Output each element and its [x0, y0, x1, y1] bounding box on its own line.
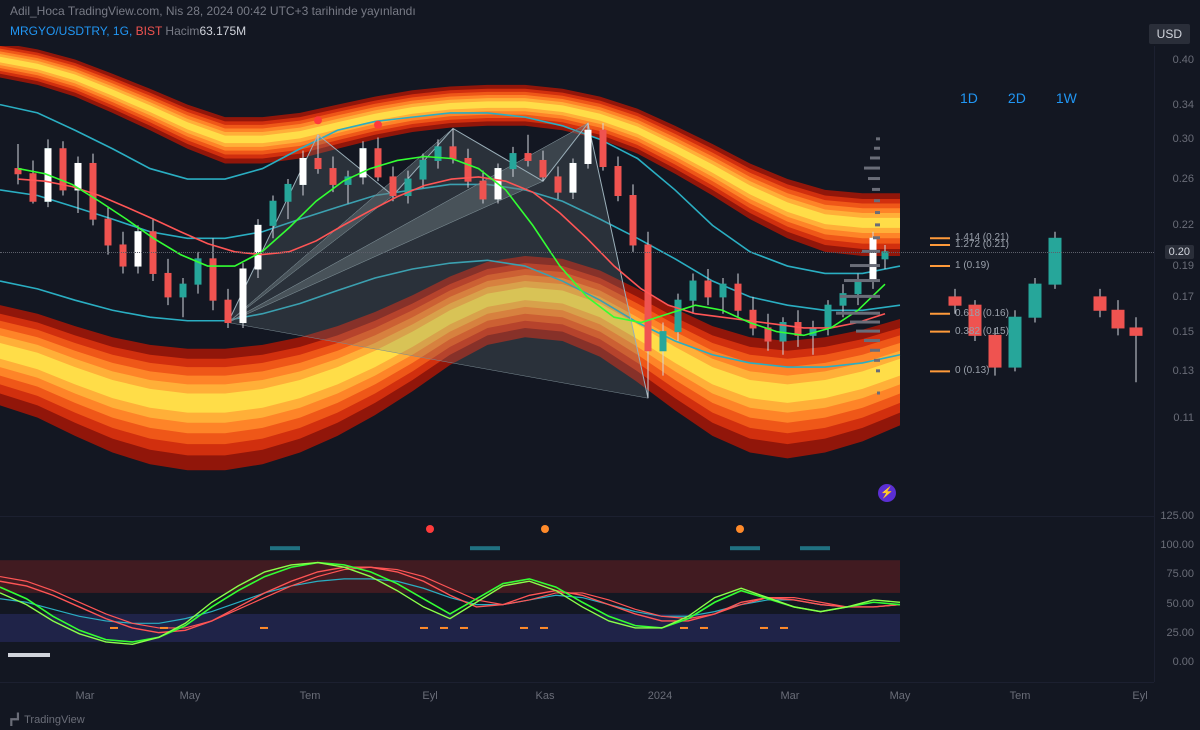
time-tick: Kas — [536, 690, 555, 702]
fib-label: 1.272 (0.21) — [955, 239, 1009, 250]
fib-label: 0.382 (0.15) — [955, 326, 1009, 337]
main-chart[interactable]: ⚡ — [0, 46, 1154, 506]
price-tick: 0.11 — [1173, 412, 1194, 424]
osc-tick: 25.00 — [1166, 627, 1194, 639]
osc-tick: 125.00 — [1160, 510, 1194, 522]
symbol-pair[interactable]: MRGYO/USDTRY — [10, 24, 106, 38]
main-chart-svg — [0, 46, 1154, 506]
volume-value: 63.175M — [199, 24, 246, 38]
chart-root: Adil_Hoca TradingView.com, Nis 28, 2024 … — [0, 0, 1200, 730]
fib-label: 0.618 (0.16) — [955, 308, 1009, 319]
volume-label: Hacim — [165, 24, 199, 38]
time-tick: Tem — [1010, 690, 1031, 702]
time-axis[interactable]: Mar May Tem Eyl Kas 2024 Mar May Tem Eyl — [0, 682, 1154, 706]
fib-label: 0 (0.13) — [955, 365, 989, 376]
price-tick: 0.34 — [1173, 99, 1194, 111]
price-axis[interactable]: 0.40 0.34 0.30 0.26 0.22 0.200.19 0.17 0.15 0.13… — [1154, 46, 1200, 682]
timeframe-1W[interactable]: 1W — [1056, 90, 1077, 106]
price-tick: 0.40 — [1173, 54, 1194, 66]
currency-badge[interactable]: USD — [1149, 24, 1190, 44]
timeframe-2D[interactable]: 2D — [1008, 90, 1026, 106]
price-tick: 0.13 — [1173, 365, 1194, 377]
oscillator-panel[interactable] — [0, 516, 1154, 662]
fib-label: 1 (0.19) — [955, 260, 989, 271]
price-tick: 0.19 — [1173, 260, 1194, 272]
time-tick: Mar — [781, 690, 800, 702]
time-tick: Eyl — [1132, 690, 1147, 702]
osc-tick: 100.00 — [1160, 539, 1194, 551]
price-tick: 0.26 — [1173, 173, 1194, 185]
bolt-icon[interactable]: ⚡ — [878, 484, 896, 502]
timeframe-1D[interactable]: 1D — [960, 90, 978, 106]
time-tick: Mar — [76, 690, 95, 702]
price-tick: 0.20 — [1165, 245, 1194, 259]
osc-tick: 50.00 — [1166, 598, 1194, 610]
symbol-row: MRGYO/USDTRY, 1G, BIST Hacim63.175M — [10, 24, 246, 38]
timeframe-row: 1D 2D 1W — [960, 90, 1107, 106]
time-tick: Tem — [300, 690, 321, 702]
price-tick: 0.22 — [1173, 219, 1194, 231]
oscillator-svg — [0, 517, 1154, 663]
price-tick: 0.15 — [1173, 326, 1194, 338]
osc-tick: 0.00 — [1173, 656, 1194, 668]
time-tick: 2024 — [648, 690, 672, 702]
tradingview-watermark: ┏┛ TradingView — [8, 713, 85, 726]
osc-tick: 75.00 — [1166, 568, 1194, 580]
symbol-interval[interactable]: 1G — [113, 24, 129, 38]
current-price-line — [0, 252, 1154, 253]
price-tick: 0.30 — [1173, 133, 1194, 145]
time-tick: Eyl — [422, 690, 437, 702]
publish-header: Adil_Hoca TradingView.com, Nis 28, 2024 … — [0, 0, 1200, 24]
price-tick: 0.17 — [1173, 291, 1194, 303]
time-tick: May — [180, 690, 201, 702]
symbol-exchange: BIST — [136, 24, 162, 38]
time-tick: May — [890, 690, 911, 702]
